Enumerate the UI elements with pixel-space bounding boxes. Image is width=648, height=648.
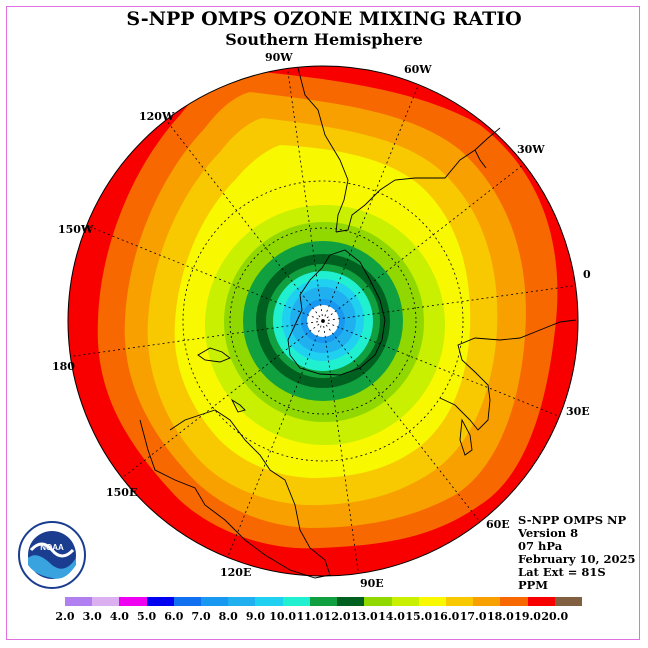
- lon-label-180: 180: [52, 360, 75, 373]
- colorbar-tick-label: 6.0: [164, 610, 184, 623]
- colorbar-cell: [337, 597, 365, 606]
- info-lat-extent: Lat Ext = 81S: [518, 565, 606, 579]
- colorbar-cell: [92, 597, 120, 606]
- noaa-logo: NOAA: [18, 521, 86, 589]
- colorbar-tick-label: 11.0: [296, 610, 324, 623]
- colorbar-tick-label: 18.0: [486, 610, 514, 623]
- image-frame: [6, 6, 640, 640]
- colorbar-tick-label: 9.0: [245, 610, 266, 623]
- lat-circle-inner: [229, 227, 417, 415]
- colorbar-cell: [391, 597, 420, 606]
- colorbar-tick-label: 20.0: [541, 610, 569, 623]
- colorbar-tick-label: 16.0: [432, 610, 460, 623]
- africa-coast: [439, 319, 577, 431]
- south-america-west-coast: [297, 67, 349, 233]
- colorbar-cell: [173, 597, 202, 606]
- product-info: S-NPP OMPS NP Version 8 07 hPa February …: [518, 514, 636, 592]
- lon-label-150e: 150E: [106, 486, 138, 499]
- colorbar-tick-label: 12.0: [323, 610, 351, 623]
- colorbar-cell: [282, 597, 311, 606]
- colorbar-cell: [65, 597, 93, 606]
- colorbar-tick-label: 10.0: [269, 610, 297, 623]
- lat-circle-middle: [182, 180, 464, 462]
- colorbar-cell: [201, 597, 229, 606]
- lon-label-120e: 120E: [220, 566, 252, 579]
- info-pressure: 07 hPa: [518, 539, 563, 553]
- colorbar-cell: [554, 597, 583, 606]
- new-zealand-north: [197, 347, 231, 363]
- colorbar-tick-label: 5.0: [137, 610, 157, 623]
- colorbar-cell: [473, 597, 501, 606]
- lon-label-30w: 30W: [517, 143, 545, 156]
- ozone-contour-fill: [68, 66, 578, 576]
- map-subtitle: Southern Hemisphere: [225, 30, 423, 49]
- map-title: S-NPP OMPS OZONE MIXING RATIO: [126, 8, 522, 30]
- colorbar-tick-label: 3.0: [82, 610, 102, 623]
- lon-label-30e: 30E: [566, 405, 590, 418]
- colorbar-cell: [527, 597, 556, 606]
- lon-label-0: 0: [583, 268, 591, 281]
- colorbar-tick-label: 2.0: [55, 610, 75, 623]
- info-date: February 10, 2025: [518, 552, 636, 566]
- colorbar-cell: [445, 597, 474, 606]
- colorbar-tick-label: 8.0: [218, 610, 238, 623]
- lon-label-90e: 90E: [360, 577, 384, 590]
- graticule: [182, 180, 464, 462]
- coastlines: [139, 67, 577, 579]
- colorbar-tick-label: 19.0: [514, 610, 541, 623]
- colorbar-tick-label: 7.0: [191, 610, 211, 623]
- svg-text:NOAA: NOAA: [40, 543, 64, 552]
- tasmania: [230, 398, 246, 413]
- colorbar-cell: [309, 597, 338, 606]
- info-instrument: S-NPP OMPS NP: [518, 513, 627, 527]
- colorbar-cell: [418, 597, 447, 606]
- colorbar-tick-label: 14.0: [378, 610, 405, 623]
- lon-label-120w: 120W: [139, 110, 175, 123]
- map-boundary: [67, 65, 579, 577]
- colorbar-tick-label: 15.0: [405, 610, 433, 623]
- lon-label-150w: 150W: [58, 223, 94, 236]
- colorbar-cell: [500, 597, 529, 606]
- australia-indonesia-coast: [139, 409, 331, 579]
- lon-label-60e: 60E: [486, 518, 510, 531]
- colorbar-cell: [119, 597, 148, 606]
- south-america-east-coast: [335, 127, 501, 233]
- colorbar-tick-label: 17.0: [459, 610, 487, 623]
- lon-label-90w: 90W: [265, 51, 293, 64]
- info-version: Version 8: [518, 526, 579, 540]
- lon-label-60w: 60W: [404, 63, 432, 76]
- colorbar-cell: [255, 597, 284, 606]
- colorbar-cell: [146, 597, 175, 606]
- colorbar-cell: [364, 597, 393, 606]
- coast-detail: [474, 149, 487, 169]
- colorbar-cell: [228, 597, 256, 606]
- info-units: PPM: [518, 578, 549, 592]
- colorbar-tick-label: 13.0: [350, 610, 378, 623]
- colorbar-tick-label: 4.0: [109, 610, 129, 623]
- madagascar: [459, 418, 473, 456]
